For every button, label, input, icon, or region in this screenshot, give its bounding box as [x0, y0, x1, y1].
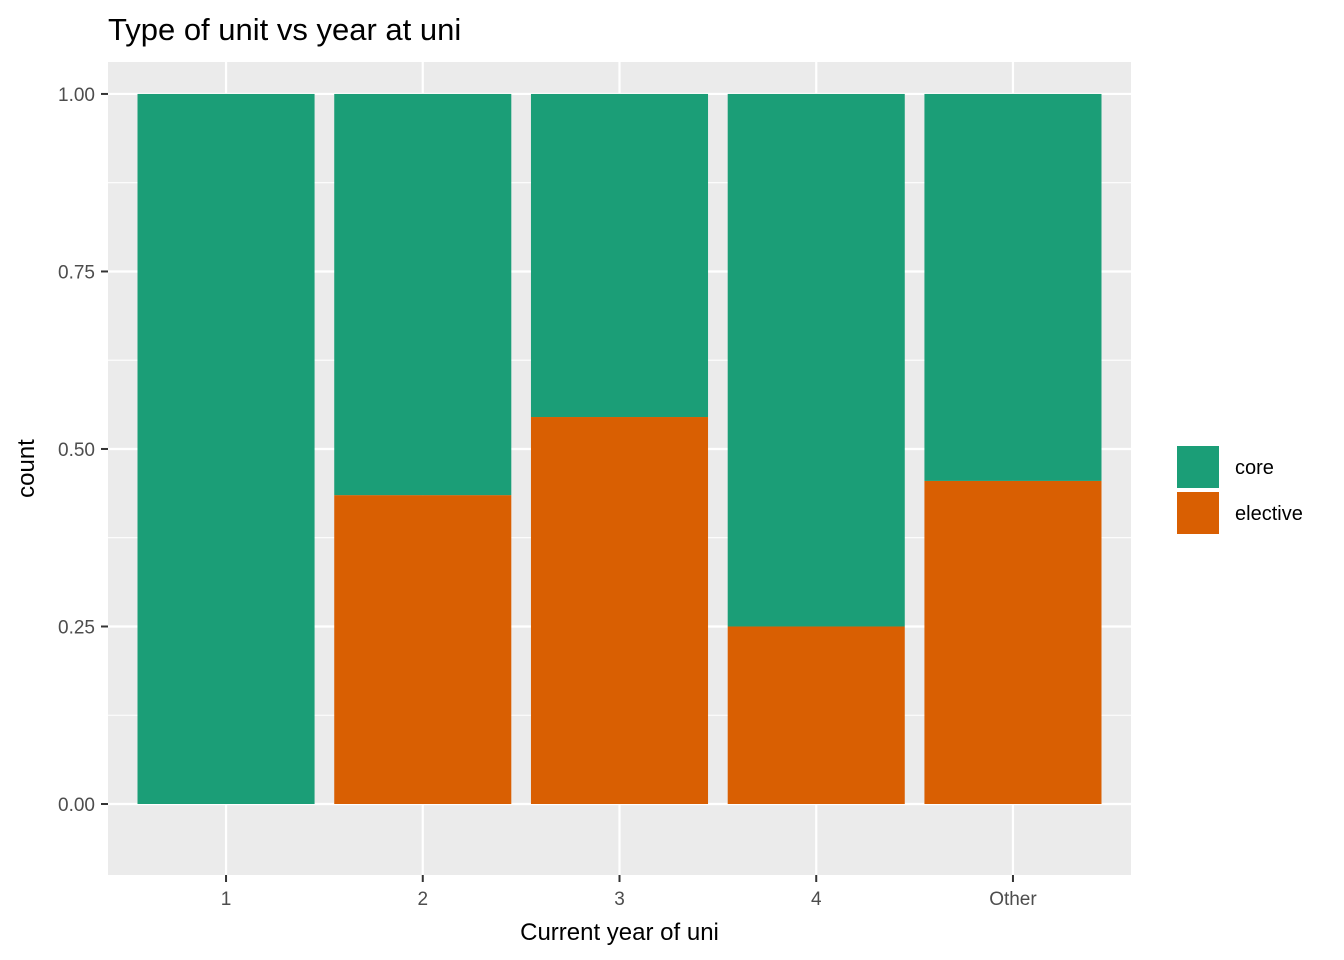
- x-tick-label: 3: [614, 889, 625, 910]
- x-tick-label: Other: [989, 889, 1037, 910]
- legend-key-core: [1175, 444, 1221, 490]
- legend-key-elective: [1175, 490, 1221, 536]
- x-axis-title: Current year of uni: [520, 919, 719, 946]
- legend-label-core: core: [1235, 457, 1274, 479]
- bar-core: [727, 93, 905, 627]
- x-tick-label: 4: [811, 889, 822, 910]
- bar-elective: [727, 626, 905, 804]
- y-axis-title: count: [13, 439, 40, 498]
- bar-core: [334, 93, 512, 496]
- chart-title: Type of unit vs year at uni: [108, 12, 461, 47]
- y-tick-label: 0.75: [58, 262, 95, 283]
- y-tick-label: 0.25: [58, 617, 95, 638]
- legend-label-elective: elective: [1235, 503, 1303, 525]
- y-tick-label: 0.50: [58, 440, 95, 461]
- y-axis: 0.00 0.25 0.50 0.75 1.00: [58, 85, 108, 816]
- x-axis: 1 2 3 4 Other: [221, 875, 1037, 910]
- bar-core: [924, 93, 1102, 481]
- bar-core: [530, 93, 709, 418]
- y-tick-label: 1.00: [58, 85, 95, 106]
- bar-elective: [334, 495, 512, 804]
- bars: [137, 93, 1102, 804]
- legend: core elective: [1175, 444, 1303, 536]
- x-tick-label: 2: [417, 889, 428, 910]
- x-tick-label: 1: [221, 889, 232, 910]
- bar-core: [137, 93, 315, 804]
- bar-elective: [530, 417, 709, 804]
- bar-elective: [924, 480, 1102, 804]
- y-tick-label: 0.00: [58, 795, 95, 816]
